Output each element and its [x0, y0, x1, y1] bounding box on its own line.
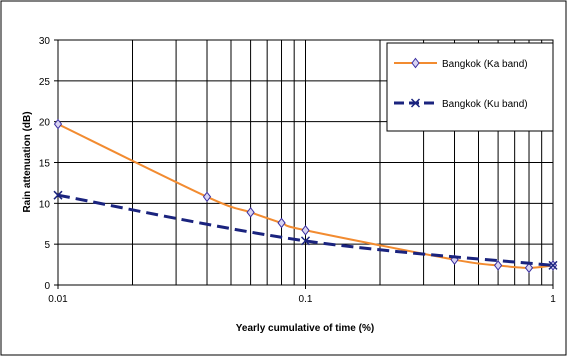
data-point — [277, 217, 286, 229]
y-tick-label: 0 — [44, 281, 50, 292]
data-point — [493, 260, 503, 271]
series-2 — [53, 190, 558, 270]
legend-entry: Bangkok (Ku band) — [394, 98, 528, 110]
series-1 — [53, 118, 558, 274]
y-tick-label: 30 — [39, 36, 51, 47]
x-axis-ticks: 0.01 0.1 1 — [48, 285, 556, 305]
data-point — [246, 207, 255, 218]
x-tick-label: 0.1 — [299, 294, 313, 305]
x-tick-label: 1 — [550, 294, 556, 305]
y-tick-label: 25 — [39, 77, 51, 88]
series-line — [57, 193, 554, 267]
y-tick-label: 15 — [39, 159, 51, 170]
data-point — [202, 191, 212, 203]
y-tick-label: 5 — [44, 240, 50, 251]
legend-swatch-marker — [411, 57, 420, 69]
series-layer — [53, 118, 558, 274]
legend-box — [386, 42, 554, 132]
legend-items: Bangkok (Ka band) Bangkok (Ku band) — [394, 57, 528, 110]
y-tick-label: 10 — [39, 199, 51, 210]
data-point — [301, 224, 310, 236]
data-point — [300, 236, 311, 246]
data-point — [53, 190, 63, 200]
x-axis-title: Yearly cumulative of time (%) — [236, 323, 374, 334]
y-axis-title: Rain attenuation (dB) — [22, 111, 33, 212]
legend-swatch-marker — [410, 98, 421, 108]
legend: Bangkok (Ka band) Bangkok (Ku band) — [386, 42, 554, 132]
y-tick-label: 20 — [39, 118, 51, 129]
legend-label: Bangkok (Ka band) — [442, 59, 528, 70]
data-point — [53, 118, 63, 130]
data-point — [548, 260, 558, 270]
legend-entry: Bangkok (Ka band) — [394, 57, 528, 70]
data-point — [524, 262, 534, 274]
legend-label: Bangkok (Ku band) — [442, 99, 528, 110]
x-tick-label: 0.01 — [48, 294, 68, 305]
